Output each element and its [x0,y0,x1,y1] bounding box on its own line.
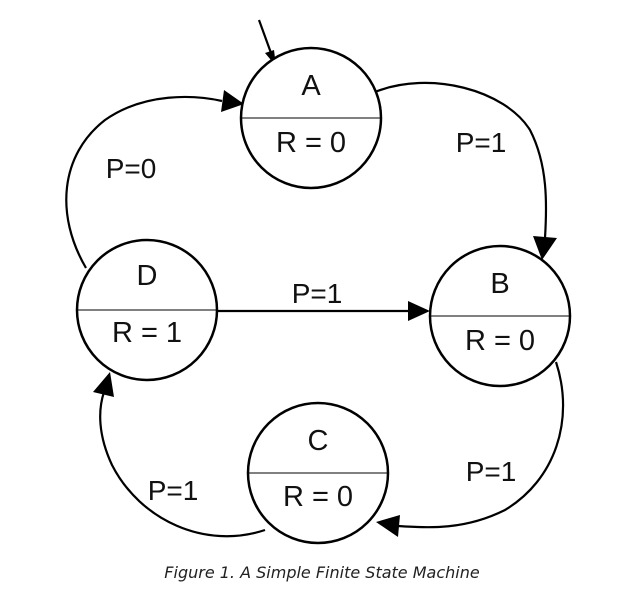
edge-d-to-a [65,95,223,269]
state-b: B R = 0 [428,244,572,388]
edge-b-to-c-arrowhead [376,515,400,537]
edge-a-to-b-label: P=1 [456,127,507,158]
edge-c-to-d-label: P=1 [148,475,199,506]
edge-d-to-a-label: P=0 [106,153,157,184]
figure-caption: Figure 1. A Simple Finite State Machine [164,563,480,582]
state-d-name: D [137,260,158,292]
state-c-name: C [308,425,329,457]
edge-d-to-b-arrowhead [408,301,430,321]
edge-a-to-b-arrowhead [533,236,557,260]
state-a-output: R = 0 [276,127,346,159]
edge-d-to-b-label: P=1 [292,278,343,309]
edge-b-to-c [397,361,565,529]
state-d: D R = 1 [75,238,219,382]
state-a-name: A [301,70,321,102]
edge-c-to-d-arrowhead [93,372,114,397]
state-b-name: B [490,268,509,300]
state-c: C R = 0 [246,401,390,545]
initial-state-arrow [257,19,273,54]
state-b-output: R = 0 [465,325,535,357]
state-c-output: R = 0 [283,481,353,513]
edge-b-to-c-label: P=1 [466,456,517,487]
state-a: A R = 0 [239,46,383,190]
edge-d-to-a-arrowhead [221,90,244,112]
edge-c-to-d [99,391,266,538]
state-d-output: R = 1 [112,317,182,349]
edge-a-to-b [374,81,548,239]
